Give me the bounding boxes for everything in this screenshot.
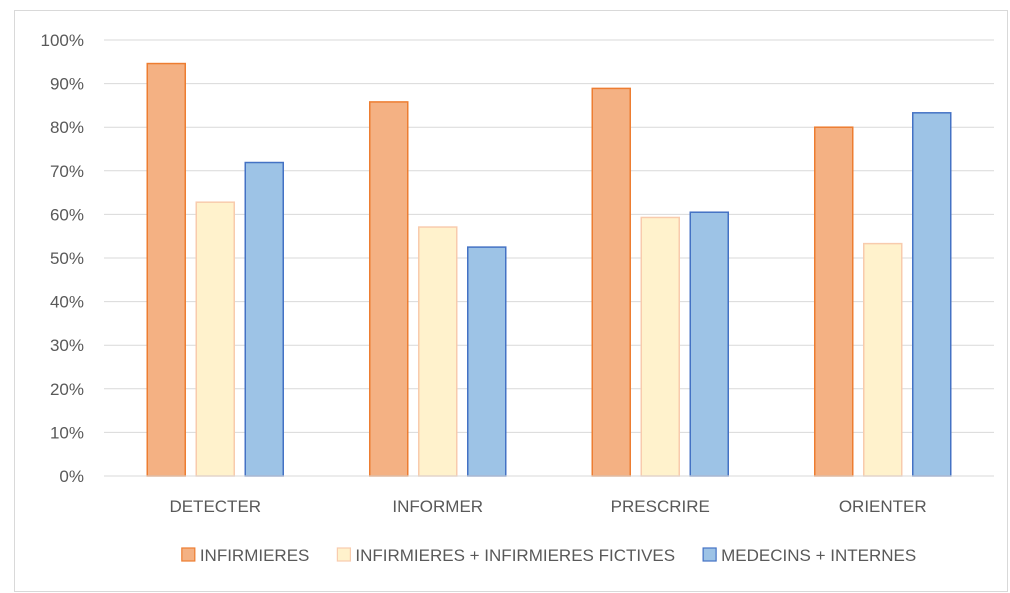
legend-label: INFIRMIERES + INFIRMIERES FICTIVES: [355, 546, 675, 565]
y-tick-label: 10%: [50, 423, 84, 442]
y-tick-label: 60%: [50, 205, 84, 224]
legend-label: INFIRMIERES: [200, 546, 310, 565]
bar-medecins-internes-detecter: [244, 161, 284, 477]
legend-item[interactable]: INFIRMIERES + INFIRMIERES FICTIVES: [336, 546, 675, 565]
legend-item[interactable]: MEDECINS + INTERNES: [702, 546, 916, 565]
bar-infirmieres-infirmieres-fictives-prescrire: [640, 216, 680, 477]
y-tick-label: 0%: [59, 467, 84, 486]
y-tick-label: 90%: [50, 75, 84, 94]
bar-infirmieres-infirmieres-fictives-informer: [418, 226, 458, 477]
bar-medecins-internes-informer: [467, 246, 507, 477]
y-tick-label: 30%: [50, 336, 84, 355]
x-category-label: ORIENTER: [839, 497, 927, 516]
bar-infirmieres-detecter: [146, 62, 186, 477]
bar-infirmieres-infirmieres-fictives-detecter: [195, 201, 235, 477]
y-tick-label: 70%: [50, 162, 84, 181]
x-axis-category-labels: DETECTER INFORMER PRESCRIRE ORIENTER: [169, 497, 926, 516]
bar-infirmieres-infirmieres-fictives-orienter: [863, 242, 903, 477]
legend-swatch: [336, 547, 351, 562]
bar-infirmieres-orienter: [814, 126, 854, 477]
legend-label: MEDECINS + INTERNES: [721, 546, 916, 565]
legend-item[interactable]: INFIRMIERES: [181, 546, 310, 565]
legend-swatch: [181, 547, 196, 562]
bar-medecins-internes-orienter: [912, 112, 952, 477]
y-tick-label: 50%: [50, 249, 84, 268]
y-tick-label: 100%: [41, 31, 84, 50]
y-tick-label: 20%: [50, 380, 84, 399]
x-category-label: INFORMER: [392, 497, 483, 516]
x-category-label: PRESCRIRE: [611, 497, 710, 516]
bar-infirmieres-informer: [369, 101, 409, 477]
bars: [146, 62, 952, 477]
x-category-label: DETECTER: [169, 497, 261, 516]
y-axis-tick-labels: 0% 10% 20% 30% 40% 50% 60% 70% 80% 90% 100%: [41, 31, 84, 486]
bar-infirmieres-prescrire: [591, 87, 631, 477]
legend[interactable]: INFIRMIERES INFIRMIERES + INFIRMIERES FIC…: [181, 546, 916, 565]
gridlines: [104, 39, 994, 433]
bar-medecins-internes-prescrire: [689, 211, 729, 477]
legend-swatch: [702, 547, 717, 562]
y-tick-label: 80%: [50, 118, 84, 137]
y-tick-label: 40%: [50, 293, 84, 312]
